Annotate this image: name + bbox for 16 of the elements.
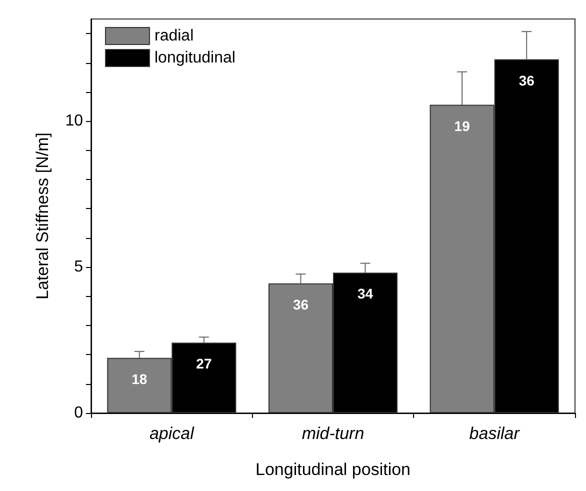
x-axis-title: Longitudinal position: [255, 460, 411, 479]
y-axis-title: Lateral Stiffness [N/m]: [33, 132, 52, 300]
annotation: 27: [196, 356, 212, 372]
y-tick-label: 0: [74, 404, 84, 422]
y-tick-label: 5: [74, 258, 84, 276]
annotation: 18: [132, 370, 148, 387]
x-tick-label: basilar: [469, 424, 521, 443]
annotation: 36: [292, 296, 309, 312]
legend-label: radial: [154, 28, 194, 44]
annotation: 36: [518, 72, 535, 88]
x-tick-label: mid-turn: [302, 424, 364, 443]
x-tick-label: apical: [149, 424, 196, 443]
annotation: 34: [357, 286, 374, 302]
annotation: 19: [454, 118, 470, 134]
y-tick-label: 10: [65, 112, 84, 130]
legend-label: longitudinal: [154, 50, 236, 66]
